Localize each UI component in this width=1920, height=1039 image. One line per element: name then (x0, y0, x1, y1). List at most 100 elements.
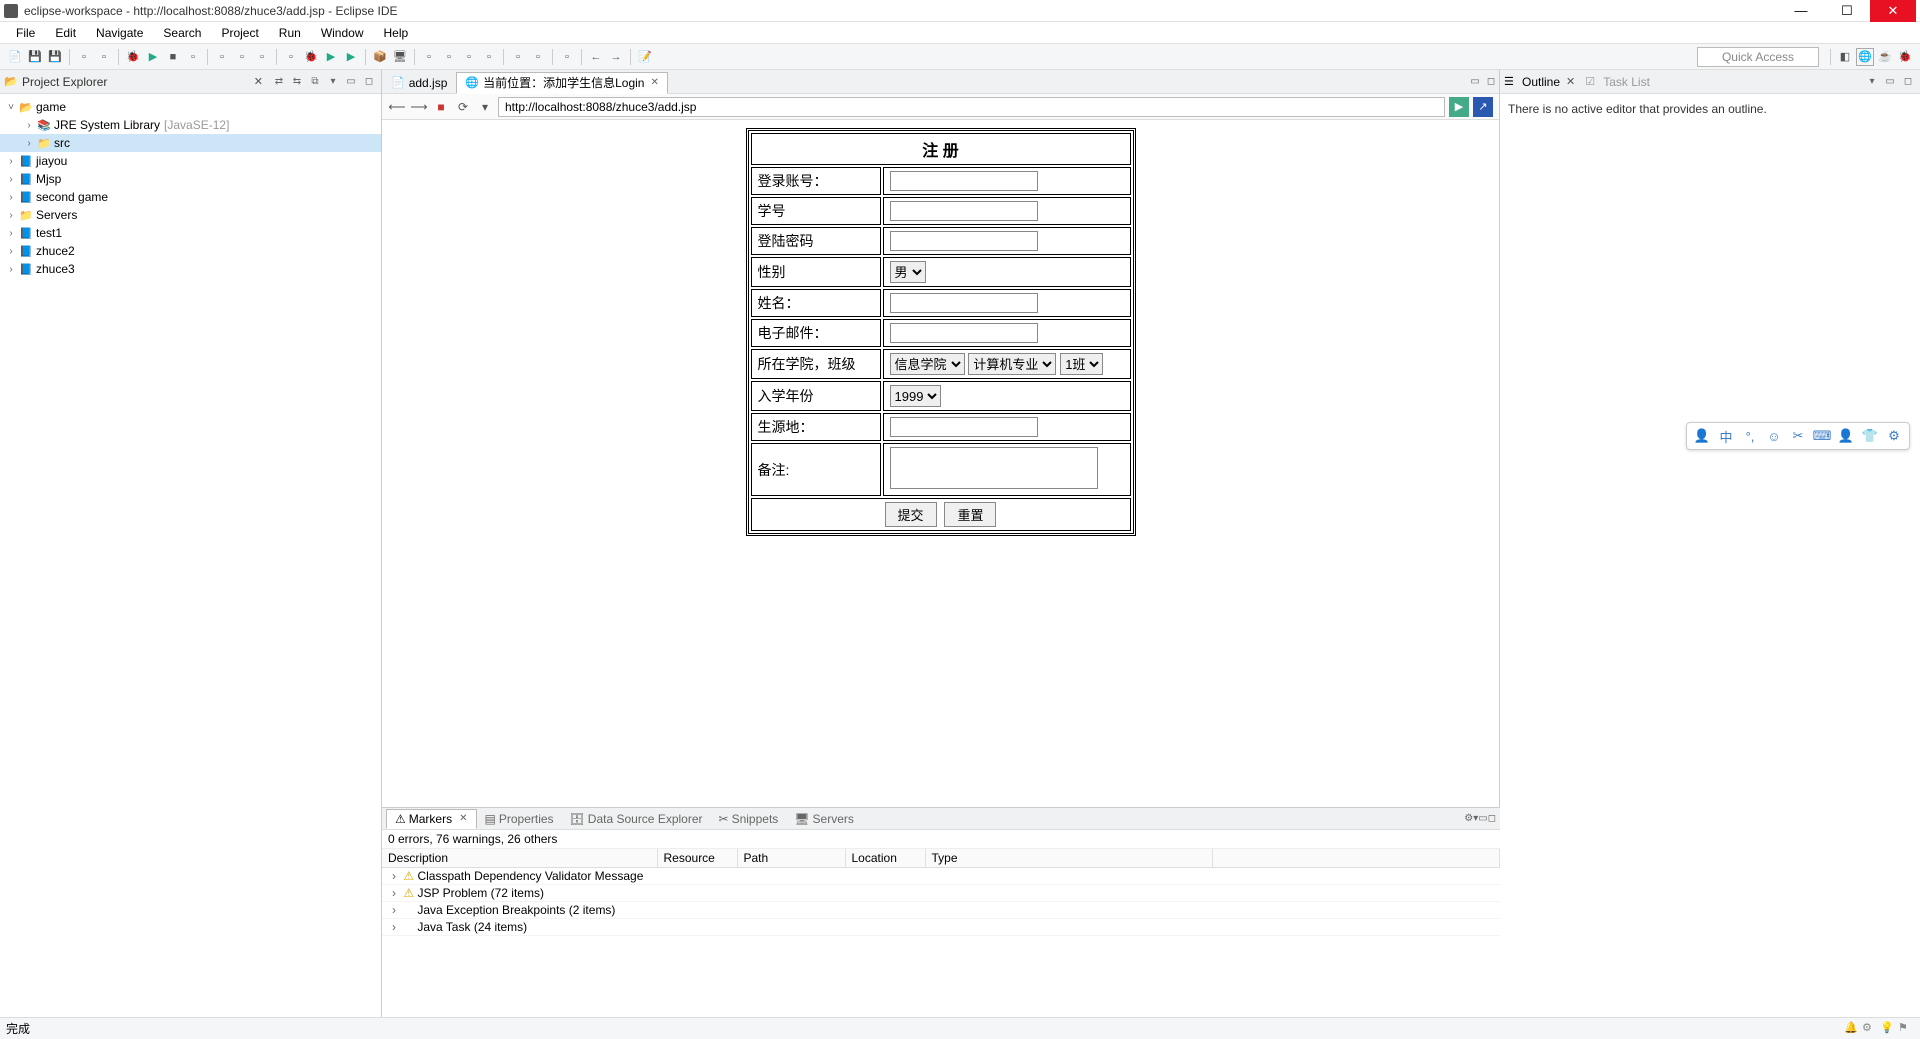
tree-item[interactable]: ˅📂game (0, 98, 381, 116)
float-keyboard-icon[interactable]: ⌨ (1813, 427, 1831, 445)
browser-go-button[interactable]: ▶ (1449, 97, 1469, 117)
stop-button[interactable]: ■ (164, 48, 182, 66)
outline-close-icon[interactable]: ✕ (1564, 75, 1577, 88)
tree-item[interactable]: ›📁src (0, 134, 381, 152)
editor-tab[interactable]: 🌐当前位置：添加学生信息Login✕ (456, 72, 667, 94)
outline-maximize-button[interactable]: ◻ (1900, 74, 1916, 90)
maximize-button[interactable]: ☐ (1824, 0, 1870, 22)
tool-button[interactable]: ▫ (529, 48, 547, 66)
tree-item[interactable]: ›📁Servers (0, 206, 381, 224)
tree-item[interactable]: ›📘second game (0, 188, 381, 206)
college-select[interactable]: 信息学院 (890, 353, 965, 375)
back-button[interactable]: ← (587, 48, 605, 66)
browser-back-button[interactable]: ⟵ (388, 98, 406, 116)
tree-twisty[interactable]: › (4, 156, 18, 167)
markers-maximize-button[interactable]: ◻ (1488, 813, 1496, 824)
tree-item[interactable]: ›📘zhuce2 (0, 242, 381, 260)
markers-column-header[interactable]: Type (925, 849, 1212, 868)
markers-row[interactable]: › ⚠ Classpath Dependency Validator Messa… (382, 868, 1500, 885)
menu-edit[interactable]: Edit (45, 24, 86, 42)
tree-twisty[interactable]: › (4, 246, 18, 257)
new-project-button[interactable]: 📦 (371, 48, 389, 66)
status-icon[interactable]: ⚑ (1898, 1021, 1914, 1037)
tool-button[interactable]: ▫ (558, 48, 576, 66)
tree-item[interactable]: ›📚JRE System Library[JavaSE-12] (0, 116, 381, 134)
gender-select[interactable]: 男 (890, 261, 926, 283)
tool-button[interactable]: ▫ (75, 48, 93, 66)
tree-twisty[interactable]: › (4, 264, 18, 275)
tool-button[interactable]: ▫ (480, 48, 498, 66)
save-button[interactable]: 💾 (26, 48, 44, 66)
tree-twisty[interactable]: › (4, 210, 18, 221)
remark-textarea[interactable] (890, 447, 1098, 489)
tool-button[interactable]: 📝 (636, 48, 654, 66)
tool-button[interactable]: ▫ (420, 48, 438, 66)
tool-button[interactable]: ▫ (253, 48, 271, 66)
status-icon[interactable]: 💡 (1880, 1021, 1896, 1037)
markers-filter-button[interactable]: ⚙ (1464, 813, 1473, 824)
run-button[interactable]: ▶ (144, 48, 162, 66)
outline-menu-button[interactable]: ▾ (1864, 74, 1880, 90)
browser-external-button[interactable]: ↗ (1473, 97, 1493, 117)
save-all-button[interactable]: 💾 (46, 48, 64, 66)
status-icon[interactable]: ⚙ (1862, 1021, 1878, 1037)
panel-close-icon[interactable]: ✕ (252, 75, 265, 88)
editor-minimize-button[interactable]: ▭ (1467, 76, 1483, 87)
markers-column-header[interactable]: Location (845, 849, 925, 868)
float-gear-icon[interactable]: ⚙ (1885, 427, 1903, 445)
tree-twisty[interactable]: › (22, 138, 36, 149)
markers-row[interactable]: › ⚠ JSP Problem (72 items) (382, 885, 1500, 902)
tool-button[interactable]: ▫ (233, 48, 251, 66)
tasklist-icon[interactable]: ☑ (1585, 75, 1599, 89)
float-degree-icon[interactable]: °, (1741, 427, 1759, 445)
class-select[interactable]: 1班 (1060, 353, 1103, 375)
perspective-java[interactable]: ☕ (1876, 48, 1894, 66)
tree-twisty[interactable]: › (4, 174, 18, 185)
menu-project[interactable]: Project (211, 24, 268, 42)
new-server-button[interactable]: 🖥 (391, 48, 409, 66)
outline-minimize-button[interactable]: ▭ (1882, 74, 1898, 90)
perspective-jee[interactable]: 🌐 (1856, 48, 1874, 66)
menu-help[interactable]: Help (374, 24, 419, 42)
properties-tab[interactable]: ▤Properties (477, 810, 562, 828)
debug-dropdown[interactable]: 🐞 (302, 48, 320, 66)
menu-search[interactable]: Search (153, 24, 211, 42)
float-user-icon[interactable]: 👤 (1693, 427, 1711, 445)
reset-button[interactable]: 重置 (944, 502, 996, 527)
tree-twisty[interactable]: ˅ (4, 102, 18, 113)
submit-button[interactable]: 提交 (885, 502, 937, 527)
tree-item[interactable]: ›📘zhuce3 (0, 260, 381, 278)
run-dropdown[interactable]: ▶ (322, 48, 340, 66)
markers-tab[interactable]: ⚠Markers✕ (386, 809, 477, 829)
float-person-icon[interactable]: 👤 (1837, 427, 1855, 445)
tool-button[interactable]: ▫ (95, 48, 113, 66)
float-scissors-icon[interactable]: ✂ (1789, 427, 1807, 445)
snippets-tab[interactable]: ✂Snippets (711, 810, 787, 828)
markers-row[interactable]: › Java Task (24 items) (382, 919, 1500, 936)
menu-window[interactable]: Window (311, 24, 374, 42)
tree-item[interactable]: ›📘test1 (0, 224, 381, 242)
tab-close-icon[interactable]: ✕ (650, 77, 658, 88)
markers-row[interactable]: › Java Exception Breakpoints (2 items) (382, 902, 1500, 919)
tree-item[interactable]: ›📘jiayou (0, 152, 381, 170)
tool-button[interactable]: ▫ (282, 48, 300, 66)
forward-button[interactable]: → (607, 48, 625, 66)
minimize-button[interactable]: — (1778, 0, 1824, 22)
view-menu-button[interactable]: ▾ (325, 74, 341, 90)
tool-button[interactable]: ▫ (184, 48, 202, 66)
project-tree[interactable]: ˅📂game›📚JRE System Library[JavaSE-12]›📁s… (0, 94, 381, 1017)
perspective-open[interactable]: ◧ (1836, 48, 1854, 66)
filter-button[interactable]: ⧉ (307, 74, 323, 90)
browser-url-input[interactable] (498, 97, 1445, 117)
markers-minimize-button[interactable]: ▭ (1478, 813, 1487, 824)
editor-tab[interactable]: 📄add.jsp (382, 72, 456, 94)
link-editor-button[interactable]: ⇆ (289, 74, 305, 90)
servers-tab[interactable]: 🖥Servers (786, 810, 862, 828)
collapse-all-button[interactable]: ⇄ (271, 74, 287, 90)
tool-button[interactable]: ▫ (460, 48, 478, 66)
close-button[interactable]: ✕ (1870, 0, 1916, 22)
float-emoji-icon[interactable]: ☺ (1765, 427, 1783, 445)
email-input[interactable] (890, 323, 1038, 343)
debug-button[interactable]: 🐞 (124, 48, 142, 66)
menu-run[interactable]: Run (269, 24, 311, 42)
